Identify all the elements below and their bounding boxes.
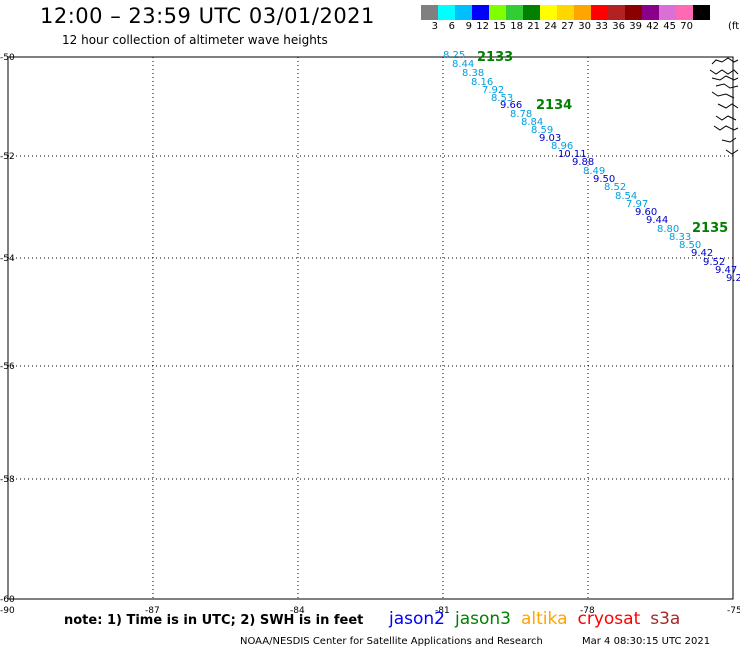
wave-height-observations: 8.258.448.388.167.928.539.668.788.848.59… [443,50,740,284]
swh-observation: 8.16 [471,77,493,88]
swh-observation: 8.59 [531,125,553,136]
pass-number: 2134 [536,98,572,113]
swh-observation: 9.52 [703,257,725,268]
legend-unit: (ft) [728,21,740,32]
longitude-tick-label: -75 [727,606,740,616]
latitude-tick-label: -60 [0,595,15,605]
legend-label: 9 [465,21,472,32]
swh-observation: 9.60 [635,207,657,218]
mission-label: jason2 [389,609,445,629]
latitude-tick-label: -54 [0,254,15,264]
footer-note: note: 1) Time is in UTC; 2) SWH is in fe… [64,613,364,628]
swh-observation: 8.78 [510,109,532,120]
legend-label: 21 [527,21,540,32]
map-subtitle: 12 hour collection of altimeter wave hei… [62,33,328,47]
legend-label: 42 [646,21,659,32]
legend-swatch [523,5,540,20]
mission-label: altika [521,609,568,629]
swh-observation: 9.44 [646,215,668,226]
legend-label: 39 [629,21,642,32]
color-legend [421,5,710,20]
map-title: 12:00 – 23:59 UTC 03/01/2021 [40,4,375,28]
longitude-tick-label: -84 [290,606,305,616]
swh-observation: 10.11 [558,149,587,160]
legend-swatch [506,5,523,20]
legend-swatch [421,5,438,20]
longitude-tick-label: -78 [580,606,595,616]
legend-swatch [676,5,693,20]
legend-label: 6 [448,21,455,32]
swh-observation: 8.53 [491,93,513,104]
legend-swatch [557,5,574,20]
map-grid [7,56,734,600]
swh-observation: 8.44 [452,59,474,70]
legend-swatch [540,5,557,20]
mission-label: s3a [650,609,681,629]
legend-label: 33 [595,21,608,32]
swh-observation: 9.2 [726,273,740,284]
legend-label: 3 [431,21,438,32]
pass-labels: 2133 2134 2135 [477,50,728,236]
legend-label: 45 [663,21,676,32]
swh-observation: 8.49 [583,166,605,177]
legend-label: 27 [561,21,574,32]
legend-swatch [489,5,506,20]
generated-timestamp: Mar 4 08:30:15 UTC 2021 [582,636,711,647]
swh-observation: 9.50 [593,174,615,185]
legend-label: 70 [680,21,693,32]
pass-number: 2135 [692,221,728,236]
legend-label: 18 [510,21,523,32]
swh-observation: 8.54 [615,191,637,202]
swh-observation: 9.03 [539,133,561,144]
legend-swatch [659,5,676,20]
swh-observation: 9.88 [572,157,594,168]
swh-observation: 9.66 [500,100,522,111]
latitude-tick-label: -50 [0,53,15,63]
legend-swatch [455,5,472,20]
legend-swatch [608,5,625,20]
swh-observation: 9.47 [715,265,737,276]
swh-observation: 8.38 [462,68,484,79]
longitude-tick-label: -81 [435,606,450,616]
swh-observation: 8.50 [679,240,701,251]
coastline-fragment [709,57,739,155]
legend-swatch [438,5,455,20]
legend-swatch [472,5,489,20]
legend-label: 15 [493,21,506,32]
mission-label: cryosat [577,609,641,629]
legend-swatch [625,5,642,20]
legend-swatch [591,5,608,20]
legend-swatch [574,5,591,20]
swh-observation: 8.52 [604,182,626,193]
map-frame [7,56,734,600]
map-tick-labels: -90 -87 -84 -81 -78 -75 -50 -52 -54 -56 -58 -60 [0,53,740,616]
swh-observation: 8.25 [443,50,465,61]
legend-swatch [693,5,710,20]
swh-observation: 8.80 [657,224,679,235]
pass-number: 2133 [477,50,513,65]
legend-labels: 3 6 9 12 15 18 21 24 27 30 33 36 39 42 45 70 [421,21,710,32]
latitude-tick-label: -58 [0,475,15,485]
mission-label: jason3 [455,609,511,629]
legend-label: 24 [544,21,557,32]
swh-observation: 8.33 [669,232,691,243]
longitude-tick-label: -87 [145,606,160,616]
credit-line: NOAA/NESDIS Center for Satellite Applica… [240,636,543,647]
swh-observation: 8.96 [551,141,573,152]
legend-label: 12 [476,21,489,32]
legend-label: 30 [578,21,591,32]
swh-observation: 7.92 [482,85,504,96]
legend-label: 36 [612,21,625,32]
swh-observation: 7.97 [626,199,648,210]
swh-observation: 9.42 [691,248,713,259]
latitude-tick-label: -56 [0,362,15,372]
legend-swatch [642,5,659,20]
coastline [709,57,739,155]
latitude-tick-label: -52 [0,152,15,162]
swh-observation: 8.84 [521,117,543,128]
longitude-tick-label: -90 [0,606,15,616]
mission-legend: jason2 jason3 altika cryosat s3a [389,609,690,629]
